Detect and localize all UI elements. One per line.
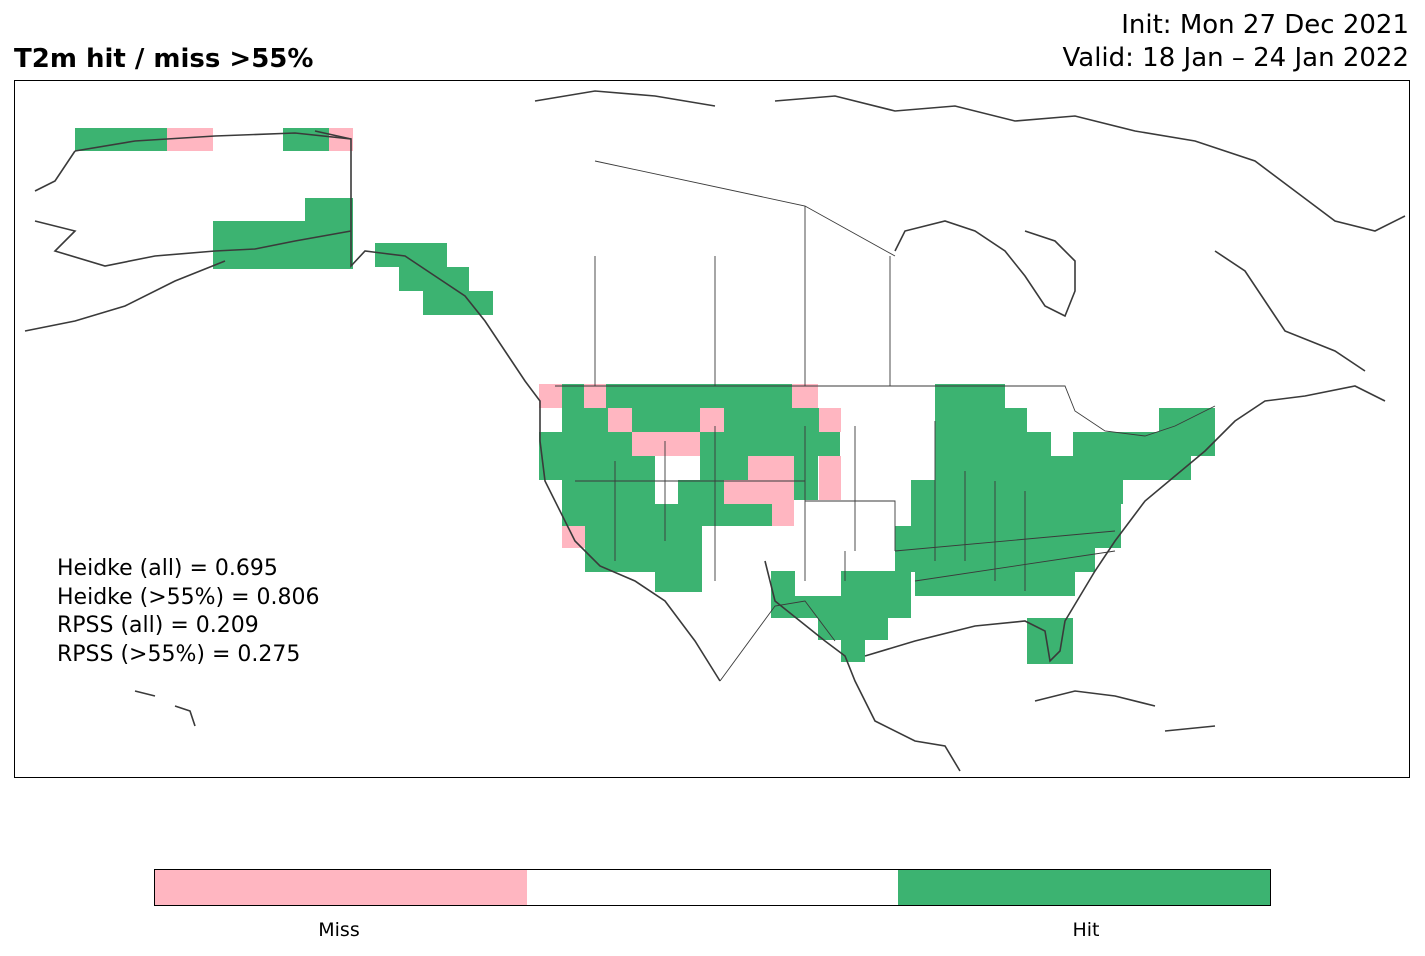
hit-cell: [562, 480, 655, 504]
hit-cell: [700, 432, 840, 456]
heidke-55-score: Heidke (>55%) = 0.806: [57, 584, 320, 610]
map-canvas: [24, 90, 1406, 772]
hit-cell: [632, 408, 700, 432]
hit-cell: [724, 408, 819, 432]
hit-cell: [911, 504, 1121, 526]
colorbar-miss-label: Miss: [318, 919, 360, 941]
map-title: T2m hit / miss >55%: [14, 44, 314, 74]
miss-cell: [584, 384, 606, 408]
hit-cell: [771, 571, 795, 596]
hit-cell: [585, 548, 702, 572]
hit-cell: [562, 384, 584, 408]
hit-cell: [700, 456, 748, 480]
hit-cell: [794, 456, 818, 480]
hit-cell: [935, 408, 1027, 432]
hit-cell: [935, 456, 1191, 480]
hit-cell: [423, 291, 493, 315]
init-date: Init: Mon 27 Dec 2021: [1121, 10, 1409, 40]
hit-cell: [539, 456, 655, 480]
hit-cell: [895, 526, 1121, 548]
hit-cell: [841, 571, 911, 596]
hit-cell: [1159, 408, 1215, 456]
hit-cell: [606, 384, 642, 408]
miss-cell: [329, 128, 353, 151]
hit-cell: [213, 221, 353, 269]
hit-cell: [539, 432, 632, 456]
miss-cell: [632, 432, 700, 456]
miss-cell: [724, 480, 794, 504]
miss-cell: [792, 384, 818, 408]
hit-cell: [655, 572, 702, 592]
miss-cell: [819, 408, 841, 432]
miss-cell: [819, 456, 841, 500]
hit-cell: [75, 128, 167, 151]
hit-cell: [642, 384, 792, 408]
hit-cell: [678, 480, 724, 504]
hit-cell: [562, 408, 608, 432]
hit-cell: [399, 267, 469, 291]
skill-scores: Heidke (all) = 0.695 Heidke (>55%) = 0.8…: [57, 555, 320, 669]
coastlines: [24, 90, 1406, 772]
colorbar-hit-label: Hit: [1072, 919, 1100, 941]
hit-cell: [562, 504, 702, 526]
miss-cell: [608, 408, 632, 432]
miss-cell: [748, 456, 794, 480]
valid-period: Valid: 18 Jan – 24 Jan 2022: [1062, 43, 1410, 73]
rpss-55-score: RPSS (>55%) = 0.275: [57, 641, 301, 667]
political-borders: [555, 160, 1216, 682]
miss-cell: [772, 504, 794, 526]
hit-cell: [911, 480, 1123, 504]
hit-cell: [935, 432, 1051, 456]
colorbar: [154, 869, 1271, 906]
hit-cell: [935, 384, 1005, 408]
colorbar-neutral-segment: [526, 870, 899, 905]
hit-cell: [375, 243, 447, 267]
miss-cell: [539, 384, 562, 408]
heidke-all-score: Heidke (all) = 0.695: [57, 556, 278, 581]
hit-cell: [841, 640, 865, 662]
hit-cell: [771, 596, 911, 618]
colorbar-hit-segment: [898, 870, 1271, 905]
miss-cell: [167, 128, 213, 151]
map-panel: [14, 80, 1410, 778]
rpss-all-score: RPSS (all) = 0.209: [57, 613, 259, 638]
hit-cell: [283, 128, 329, 151]
hit-cell: [702, 504, 772, 526]
hit-cell: [794, 480, 818, 500]
miss-cell: [700, 408, 724, 432]
colorbar-miss-segment: [155, 870, 527, 905]
hit-cell: [585, 526, 702, 548]
hit-cell: [305, 198, 353, 221]
hit-cell: [818, 618, 888, 640]
